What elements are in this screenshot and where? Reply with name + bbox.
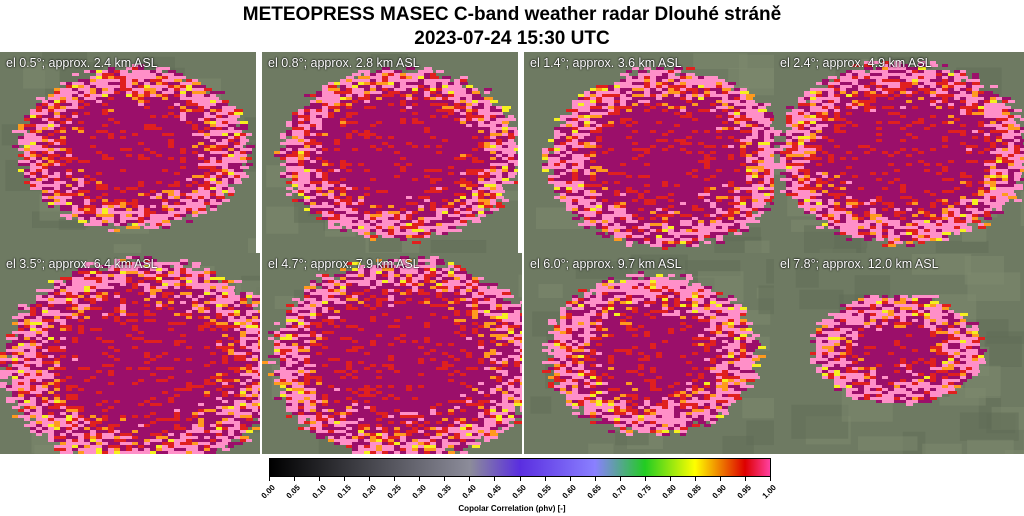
colorbar-tick-label: 0.65 [585,483,604,501]
colorbar-tick-label: 0.20 [360,483,378,501]
colorbar-tick [744,477,746,481]
colorbar-tick [644,477,646,481]
colorbar-tick-label: 0.05 [285,483,303,501]
radar-panel-el-6-0: el 6.0°; approx. 9.7 km ASL [524,253,774,454]
colorbar-tick [319,477,321,481]
elevation-label: el 2.4°; approx. 4.9 km ASL [780,56,932,70]
colorbar-tick-label: 0.50 [510,483,528,501]
elevation-label: el 0.8°; approx. 2.8 km ASL [268,56,420,70]
colorbar-tick [770,477,771,481]
radar-panel-el-2-4: el 2.4°; approx. 4.9 km ASL [774,52,1024,253]
colorbar-tick [519,477,521,481]
colorbar-tick [444,477,446,481]
elevation-label: el 6.0°; approx. 9.7 km ASL [530,257,682,271]
radar-ppi-image [262,256,522,454]
colorbar-tick [419,477,421,481]
colorbar-tick [294,477,296,481]
elevation-label: el 0.5°; approx. 2.4 km ASL [6,56,158,70]
colorbar-tick-label: 1.00 [760,483,779,501]
colorbar-tick [669,477,671,481]
elevation-label: el 4.7°; approx. 7.9 km ASL [268,257,420,271]
colorbar-tick [619,477,621,481]
colorbar-tick-label: 0.45 [485,483,503,501]
radar-panel-el-1-4: el 1.4°; approx. 3.6 km ASL [524,52,780,253]
colorbar-tick-label: 0.60 [560,483,578,501]
colorbar-tick [594,477,596,481]
radar-panel-grid: el 0.5°; approx. 2.4 km ASL el 0.8°; app… [0,52,1024,454]
figure-title: METEOPRESS MASEC C-band weather radar Dl… [242,4,782,25]
colorbar-tick [469,477,471,481]
colorbar-tick-label: 0.80 [660,483,679,501]
colorbar [269,458,771,477]
colorbar-title: Copolar Correlation (ρhv) [-] [458,504,566,513]
colorbar-tick [719,477,721,481]
radar-ppi-image [0,256,260,454]
colorbar-tick [269,477,270,481]
elevation-label: el 1.4°; approx. 3.6 km ASL [530,56,682,70]
colorbar-tick [544,477,546,481]
radar-ppi-image [266,54,518,253]
colorbar-tick-label: 0.25 [385,483,403,501]
colorbar-tick-label: 0.40 [460,483,478,501]
radar-panel-el-4-7: el 4.7°; approx. 7.9 km ASL [262,253,522,454]
colorbar-tick-label: 0.35 [435,483,453,501]
radar-ppi-image [1,52,256,253]
elevation-label: el 3.5°; approx. 6.4 km ASL [6,257,158,271]
colorbar-tick-label: 0.00 [259,483,278,501]
colorbar-tick [369,477,371,481]
elevation-label: el 7.8°; approx. 12.0 km ASL [780,257,939,271]
colorbar-tick-label: 0.55 [535,483,553,501]
radar-panel-el-7-8: el 7.8°; approx. 12.0 km ASL [774,253,1024,454]
colorbar-tick [569,477,571,481]
colorbar-tick-label: 0.95 [735,483,754,501]
radar-ppi-image [530,254,774,454]
radar-ppi-image [774,56,1024,253]
colorbar-tick-label: 0.70 [610,483,629,501]
colorbar-tick-label: 0.75 [635,483,654,501]
radar-panel-el-3-5: el 3.5°; approx. 6.4 km ASL [0,253,260,454]
radar-panel-el-0-5: el 0.5°; approx. 2.4 km ASL [0,52,256,253]
colorbar-tick [494,477,496,481]
radar-ppi-image [535,53,780,253]
colorbar-tick [694,477,696,481]
colorbar-tick-label: 0.10 [310,483,328,501]
colorbar-tick [344,477,346,481]
colorbar-tick-label: 0.85 [685,483,704,501]
figure-timestamp: 2023-07-24 15:30 UTC [414,28,610,49]
radar-panel-el-0-8: el 0.8°; approx. 2.8 km ASL [262,52,518,253]
colorbar-tick [394,477,396,481]
colorbar-tick-label: 0.90 [710,483,729,501]
radar-ppi-image [791,253,1024,454]
colorbar-tick-label: 0.30 [410,483,428,501]
colorbar-tick-label: 0.15 [335,483,353,501]
